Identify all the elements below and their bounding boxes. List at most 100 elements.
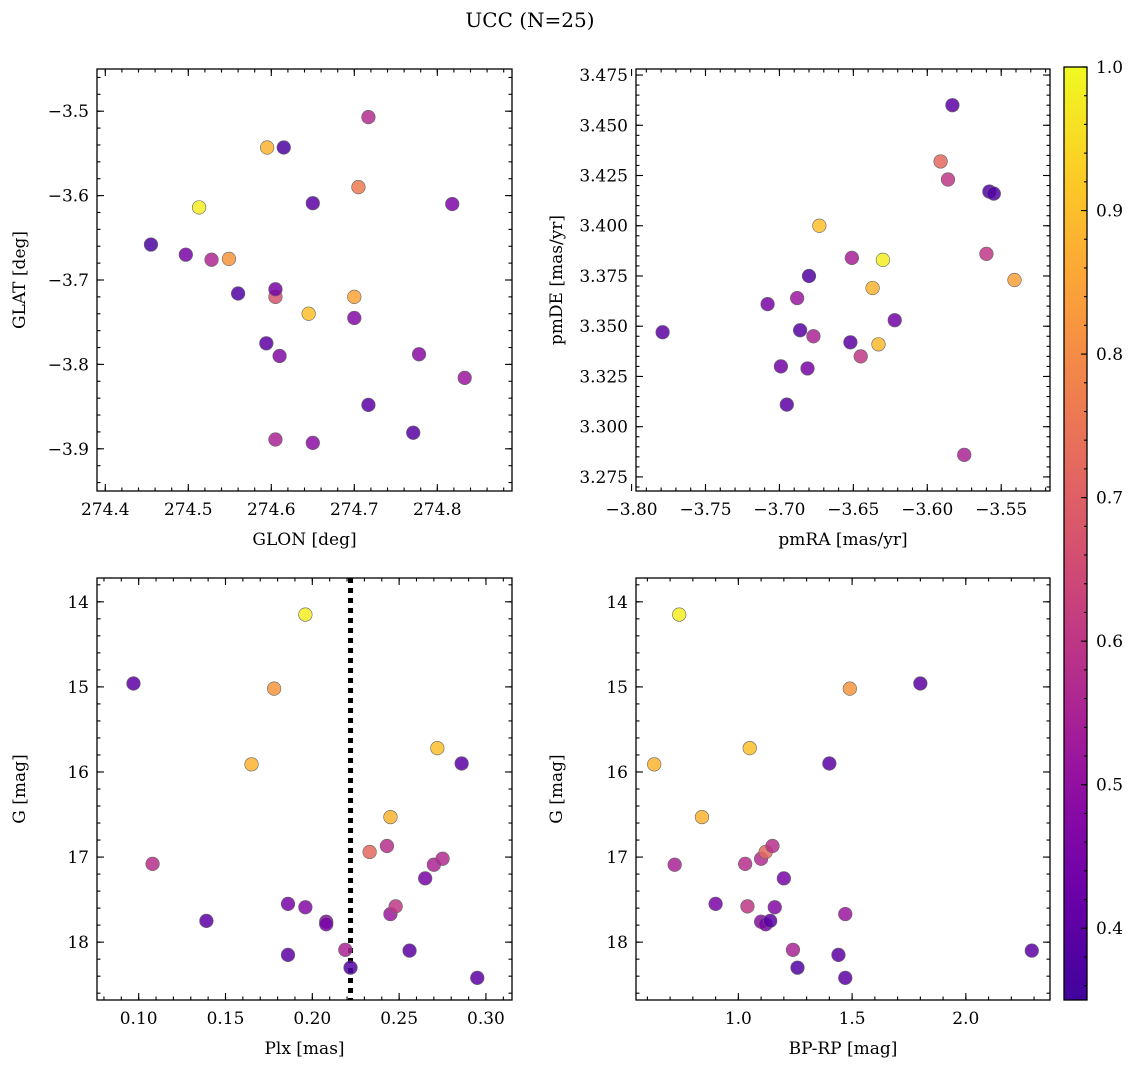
scatter-point bbox=[940, 172, 956, 187]
scatter-point bbox=[470, 970, 485, 985]
x-tick-label: 0.15 bbox=[207, 1009, 245, 1029]
scatter-point bbox=[822, 756, 837, 771]
x-axis-label: Plx [mas] bbox=[264, 1039, 344, 1059]
scatter-point bbox=[831, 947, 846, 963]
scatter-point bbox=[411, 347, 427, 362]
scatter-point bbox=[760, 297, 775, 312]
scatter-point bbox=[875, 252, 891, 268]
scatter-point bbox=[767, 900, 782, 915]
scatter-point bbox=[267, 681, 282, 696]
scatter-point bbox=[945, 98, 960, 113]
scatter-point bbox=[362, 844, 377, 860]
panel-bprp-g: 1.0 1.5 2.0 14 15 16 17 18 BP-RP [mag] G [mag] bbox=[547, 577, 1051, 1059]
x-tick-label: 274.4 bbox=[81, 500, 130, 520]
scatter-point bbox=[347, 310, 362, 326]
x-tick-label: 0.20 bbox=[293, 1009, 331, 1029]
plot-frame bbox=[635, 577, 1051, 1001]
scatter-point bbox=[979, 246, 994, 261]
x-tick-label: −3.80 bbox=[606, 500, 658, 520]
y-tick-label: −3.8 bbox=[48, 355, 89, 375]
scatter-point bbox=[199, 913, 214, 928]
scatter-point bbox=[1024, 943, 1039, 958]
plot-frame bbox=[635, 68, 1051, 492]
scatter-point bbox=[347, 289, 362, 304]
x-tick-label: −3.55 bbox=[975, 500, 1027, 520]
scatter-point bbox=[361, 110, 376, 125]
x-tick-label: 0.10 bbox=[120, 1009, 158, 1029]
scatter-point bbox=[740, 899, 755, 914]
x-tick-label: 1.0 bbox=[725, 1009, 752, 1029]
scatter-point bbox=[298, 900, 313, 915]
scatter-point bbox=[430, 741, 445, 756]
scatter-point bbox=[204, 252, 219, 267]
panel-pmra-pmde: −3.80 −3.75 −3.70 −3.65 −3.60 −3.55 3.275 3.300… bbox=[547, 66, 1051, 550]
y-tick-label: −3.9 bbox=[48, 440, 89, 460]
y-tick-label: 15 bbox=[67, 678, 89, 698]
scatter-point bbox=[457, 370, 472, 386]
scatter-point bbox=[402, 943, 417, 958]
scatter-point bbox=[126, 676, 141, 691]
y-tick-label: 3.400 bbox=[579, 217, 628, 237]
colorbar-tick-label: 1.0 bbox=[1096, 58, 1123, 78]
scatter-point bbox=[865, 280, 880, 296]
scatter-point bbox=[280, 896, 296, 911]
scatter-point bbox=[694, 809, 710, 825]
scatter-point bbox=[351, 180, 366, 195]
x-tick-label: −3.60 bbox=[901, 500, 953, 520]
scatter-point bbox=[260, 140, 275, 155]
x-tick-label: 0.30 bbox=[467, 1009, 505, 1029]
scatter-point bbox=[838, 970, 853, 985]
panel-plx-g: 0.10 0.15 0.20 0.25 0.30 14 15 16 17 18 Plx [mas] G… bbox=[10, 577, 513, 1059]
scatter-point bbox=[280, 947, 296, 963]
scatter-point bbox=[986, 186, 1001, 201]
scatter-point bbox=[913, 676, 928, 691]
scatter-point bbox=[793, 323, 808, 338]
y-tick-label: 16 bbox=[67, 763, 89, 783]
scatter-point bbox=[800, 361, 815, 376]
y-tick-label: −3.7 bbox=[48, 271, 89, 291]
scatter-point bbox=[812, 218, 827, 233]
scatter-point bbox=[842, 681, 857, 696]
scatter-point bbox=[773, 359, 789, 374]
panel-glon-glat: 274.4 274.5 274.6 274.7 274.8 −3.9 −3.8 −3.7 −3.… bbox=[10, 68, 513, 550]
scatter-point bbox=[406, 425, 421, 440]
scatter-point bbox=[672, 607, 687, 622]
y-tick-label: 3.425 bbox=[579, 167, 628, 187]
y-tick-label: 17 bbox=[67, 848, 89, 868]
y-axis-label: GLAT [deg] bbox=[10, 231, 30, 329]
scatter-point bbox=[338, 942, 353, 957]
y-tick-label: 16 bbox=[606, 763, 628, 783]
y-tick-label: 3.375 bbox=[579, 267, 628, 287]
scatter-point bbox=[301, 306, 316, 321]
x-tick-label: −3.75 bbox=[679, 500, 731, 520]
scatter-point bbox=[454, 756, 469, 771]
y-tick-label: 3.325 bbox=[579, 367, 628, 387]
scatter-point bbox=[738, 856, 753, 871]
scatter-point bbox=[933, 154, 948, 169]
scatter-point bbox=[221, 251, 237, 266]
scatter-point bbox=[790, 960, 805, 975]
colorbar: 0.4 0.5 0.6 0.7 0.8 0.9 1.0 bbox=[1063, 58, 1123, 1001]
scatter-point bbox=[343, 960, 358, 975]
scatter-point bbox=[244, 757, 259, 772]
scatter-point bbox=[776, 871, 791, 886]
scatter-point bbox=[268, 432, 283, 447]
y-axis-label: G [mag] bbox=[547, 754, 567, 823]
scatter-point bbox=[231, 286, 246, 301]
x-axis-label: pmRA [mas/yr] bbox=[778, 530, 907, 550]
x-tick-label: 274.5 bbox=[164, 500, 213, 520]
y-tick-label: 3.475 bbox=[579, 66, 628, 86]
scatter-point bbox=[268, 282, 283, 297]
scatter-point bbox=[418, 871, 433, 886]
scatter-point bbox=[305, 435, 320, 450]
x-tick-label: 1.5 bbox=[839, 1009, 866, 1029]
y-axis-label: G [mag] bbox=[10, 754, 30, 823]
y-tick-label: 3.450 bbox=[579, 116, 628, 136]
x-tick-label: 0.25 bbox=[380, 1009, 418, 1029]
y-tick-label: −3.6 bbox=[48, 187, 89, 207]
colorbar-frame bbox=[1063, 66, 1088, 1001]
scatter-point bbox=[379, 838, 395, 854]
scatter-point bbox=[298, 607, 313, 622]
colorbar-tick-label: 0.8 bbox=[1096, 345, 1123, 365]
y-tick-label: 3.350 bbox=[579, 317, 628, 337]
